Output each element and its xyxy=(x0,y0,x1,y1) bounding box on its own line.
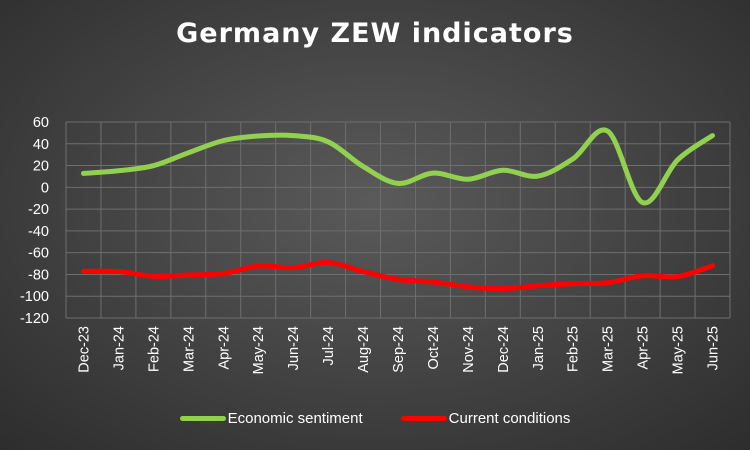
x-tick-label: Mar-24 xyxy=(181,326,197,372)
legend-item-economic-sentiment: Economic sentiment xyxy=(179,410,363,427)
legend-swatch-economic-sentiment xyxy=(179,416,226,421)
series-lines xyxy=(80,127,716,292)
x-tick-label: Apr-25 xyxy=(636,326,652,370)
y-axis-ticks: 60 40 20 0 -20 -40 -60 -80 -100 -120 xyxy=(20,115,49,327)
y-tick-label: -100 xyxy=(20,289,49,305)
chart-title: Germany ZEW indicators xyxy=(176,18,574,49)
legend-label-current-conditions: Current conditions xyxy=(448,410,571,427)
x-tick-label: Dec-23 xyxy=(76,326,92,373)
x-axis-ticks: Dec-23 Jan-24 Feb-24 Mar-24 Apr-24 May-24 Jun-… xyxy=(76,326,721,374)
gridlines xyxy=(65,121,731,319)
x-tick-label: Dec-24 xyxy=(496,326,512,373)
x-tick-label: May-25 xyxy=(671,326,687,374)
y-tick-label: 0 xyxy=(41,180,49,196)
series-line-economic-sentiment xyxy=(80,127,716,206)
y-tick-label: 20 xyxy=(33,159,49,175)
series-line-current-conditions xyxy=(80,259,716,292)
x-tick-label: Nov-24 xyxy=(461,326,477,373)
legend: Economic sentiment Current conditions xyxy=(0,410,750,427)
y-tick-label: 40 xyxy=(33,137,49,153)
y-tick-label: -60 xyxy=(28,246,49,262)
y-tick-label: 60 xyxy=(33,115,49,131)
legend-label-economic-sentiment: Economic sentiment xyxy=(227,410,363,427)
legend-item-current-conditions: Current conditions xyxy=(400,410,571,427)
legend-swatch-current-conditions xyxy=(400,416,447,421)
y-tick-label: -20 xyxy=(28,202,49,218)
x-tick-label: Jan-25 xyxy=(531,326,547,370)
y-tick-label: -80 xyxy=(28,267,49,283)
x-tick-label: Feb-24 xyxy=(146,326,162,372)
x-tick-label: May-24 xyxy=(251,326,267,374)
x-tick-label: Jul-24 xyxy=(321,326,337,366)
x-tick-label: Apr-24 xyxy=(216,326,232,370)
x-tick-label: Oct-24 xyxy=(426,326,442,370)
y-tick-label: -40 xyxy=(28,224,49,240)
x-tick-label: Feb-25 xyxy=(566,326,582,372)
x-tick-label: Jun-25 xyxy=(706,326,722,370)
y-tick-label: -120 xyxy=(20,311,49,327)
x-tick-label: Mar-25 xyxy=(601,326,617,372)
x-tick-label: Jun-24 xyxy=(286,326,302,370)
x-tick-label: Aug-24 xyxy=(356,326,372,373)
x-tick-label: Sep-24 xyxy=(391,326,407,373)
x-tick-label: Jan-24 xyxy=(111,326,127,370)
